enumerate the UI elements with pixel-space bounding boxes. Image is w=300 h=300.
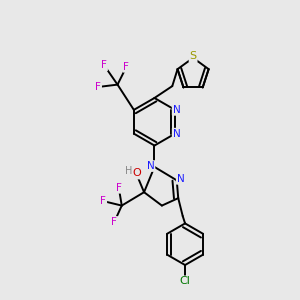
Text: F: F xyxy=(124,62,129,72)
Text: F: F xyxy=(111,217,117,227)
Text: F: F xyxy=(101,60,107,70)
Text: F: F xyxy=(100,196,106,206)
Text: N: N xyxy=(147,161,154,171)
Text: N: N xyxy=(173,105,180,115)
Text: S: S xyxy=(190,51,197,62)
Text: F: F xyxy=(95,82,101,92)
Text: O: O xyxy=(132,169,141,178)
Text: N: N xyxy=(177,174,184,184)
Text: H: H xyxy=(124,167,132,176)
Text: Cl: Cl xyxy=(180,276,190,286)
Text: F: F xyxy=(116,183,122,193)
Text: N: N xyxy=(173,129,180,139)
